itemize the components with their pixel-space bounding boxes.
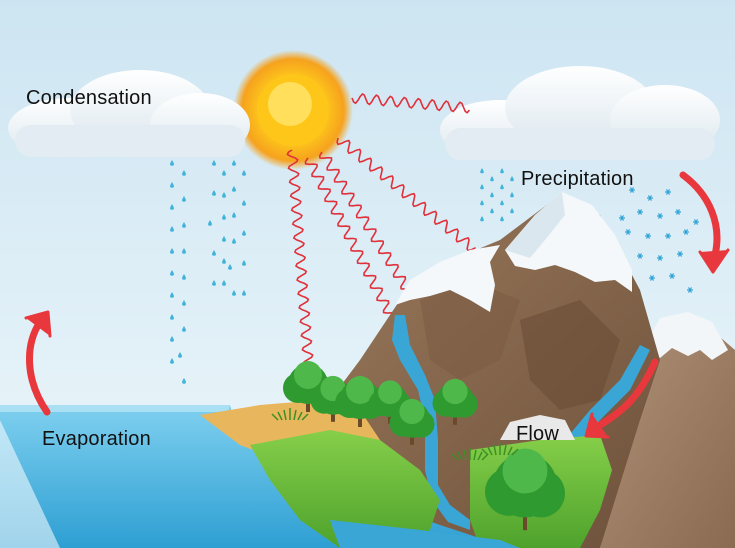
snowflake-icon: [675, 209, 681, 215]
raindrop-icon: [170, 160, 174, 166]
raindrop-icon: [170, 336, 174, 342]
tree-icon: [389, 398, 435, 445]
snowflake-icon: [647, 195, 653, 201]
tree-icon: [485, 448, 565, 531]
snowflake-icon: [637, 209, 643, 215]
snowflake-icons: [619, 187, 699, 293]
raindrop-icon: [182, 222, 186, 228]
snowflake-icon: [649, 275, 655, 281]
raindrop-icon: [222, 214, 226, 220]
raindrop-icon: [212, 280, 216, 286]
cloud-icon-right: [440, 66, 720, 160]
raindrop-icon: [500, 168, 504, 174]
snowflake-icon: [665, 189, 671, 195]
raindrop-icon: [182, 326, 186, 332]
raindrop-icon: [232, 212, 236, 218]
arrow-icon-evaporation: [24, 310, 52, 416]
raindrop-icon: [490, 176, 494, 182]
raindrop-icon: [170, 226, 174, 232]
snowflake-icon: [683, 229, 689, 235]
raindrop-icon: [232, 290, 236, 296]
raindrop-icon: [480, 200, 484, 206]
snowflake-icon: [657, 255, 663, 261]
label-precipitation: Precipitation: [521, 168, 634, 190]
cloud-icon-left: [8, 70, 250, 158]
snowflake-icon: [637, 253, 643, 259]
rain-drops-right: [480, 168, 514, 222]
grass-tuft: [271, 408, 309, 421]
raindrop-icon: [480, 168, 484, 174]
raindrop-icon: [228, 264, 232, 270]
raindrop-icon: [170, 270, 174, 276]
raindrop-icon: [232, 186, 236, 192]
snowflake-icon: [625, 229, 631, 235]
raindrop-icon: [222, 258, 226, 264]
raindrop-icon: [510, 176, 514, 182]
raindrop-icon: [480, 184, 484, 190]
raindrop-icon: [490, 192, 494, 198]
snowflake-icon: [693, 219, 699, 225]
snowflake-icon: [665, 233, 671, 239]
raindrop-icon: [182, 248, 186, 254]
raindrop-icon: [232, 238, 236, 244]
raindrop-icon: [242, 200, 246, 206]
snowflake-icon: [619, 215, 625, 221]
raindrop-icon: [178, 352, 182, 358]
raindrop-icon: [510, 208, 514, 214]
raindrop-icon: [182, 300, 186, 306]
raindrop-icon: [500, 184, 504, 190]
tree-icon: [432, 378, 478, 425]
raindrop-icon: [182, 378, 186, 384]
raindrop-icon: [208, 220, 212, 226]
raindrop-icon: [182, 170, 186, 176]
grass-tuft: [481, 443, 519, 456]
raindrop-icon: [242, 170, 246, 176]
grass-tuft: [451, 448, 489, 461]
raindrop-icon: [242, 260, 246, 266]
snowflake-icon: [687, 287, 693, 293]
raindrop-icon: [182, 274, 186, 280]
raindrop-icon: [170, 182, 174, 188]
raindrop-icon: [182, 196, 186, 202]
snowflake-icon: [669, 273, 675, 279]
raindrop-icon: [480, 216, 484, 222]
rock: [500, 415, 575, 440]
label-condensation: Condensation: [26, 87, 152, 109]
snowflake-icon: [645, 233, 651, 239]
raindrop-icon: [170, 314, 174, 320]
raindrop-icon: [510, 192, 514, 198]
heat-waves: [286, 92, 476, 384]
sun-icon: [233, 50, 353, 170]
raindrop-icon: [212, 160, 216, 166]
raindrop-icon: [222, 236, 226, 242]
label-flow: Flow: [516, 423, 559, 445]
raindrop-icon: [170, 204, 174, 210]
raindrop-icon: [490, 208, 494, 214]
raindrop-icon: [212, 250, 216, 256]
raindrop-icon: [500, 200, 504, 206]
raindrop-icon: [222, 170, 226, 176]
raindrop-icon: [222, 192, 226, 198]
arrow-icon-precipitation: [679, 171, 730, 274]
snowflake-icon: [677, 251, 683, 257]
raindrop-icon: [242, 230, 246, 236]
snowflake-icon: [629, 187, 635, 193]
mountain-icon-right: [600, 312, 735, 548]
raindrop-icon: [212, 190, 216, 196]
label-evaporation: Evaporation: [42, 428, 151, 450]
raindrop-icon: [242, 290, 246, 296]
raindrop-icon: [500, 216, 504, 222]
rain-drops-left: [170, 160, 246, 384]
arrow-icon-flow: [584, 358, 659, 439]
raindrop-icon: [232, 160, 236, 166]
raindrop-icon: [222, 280, 226, 286]
raindrop-icon: [170, 248, 174, 254]
raindrop-icon: [170, 358, 174, 364]
raindrop-icon: [170, 292, 174, 298]
snowflake-icon: [657, 213, 663, 219]
tree-icons: [271, 361, 565, 531]
